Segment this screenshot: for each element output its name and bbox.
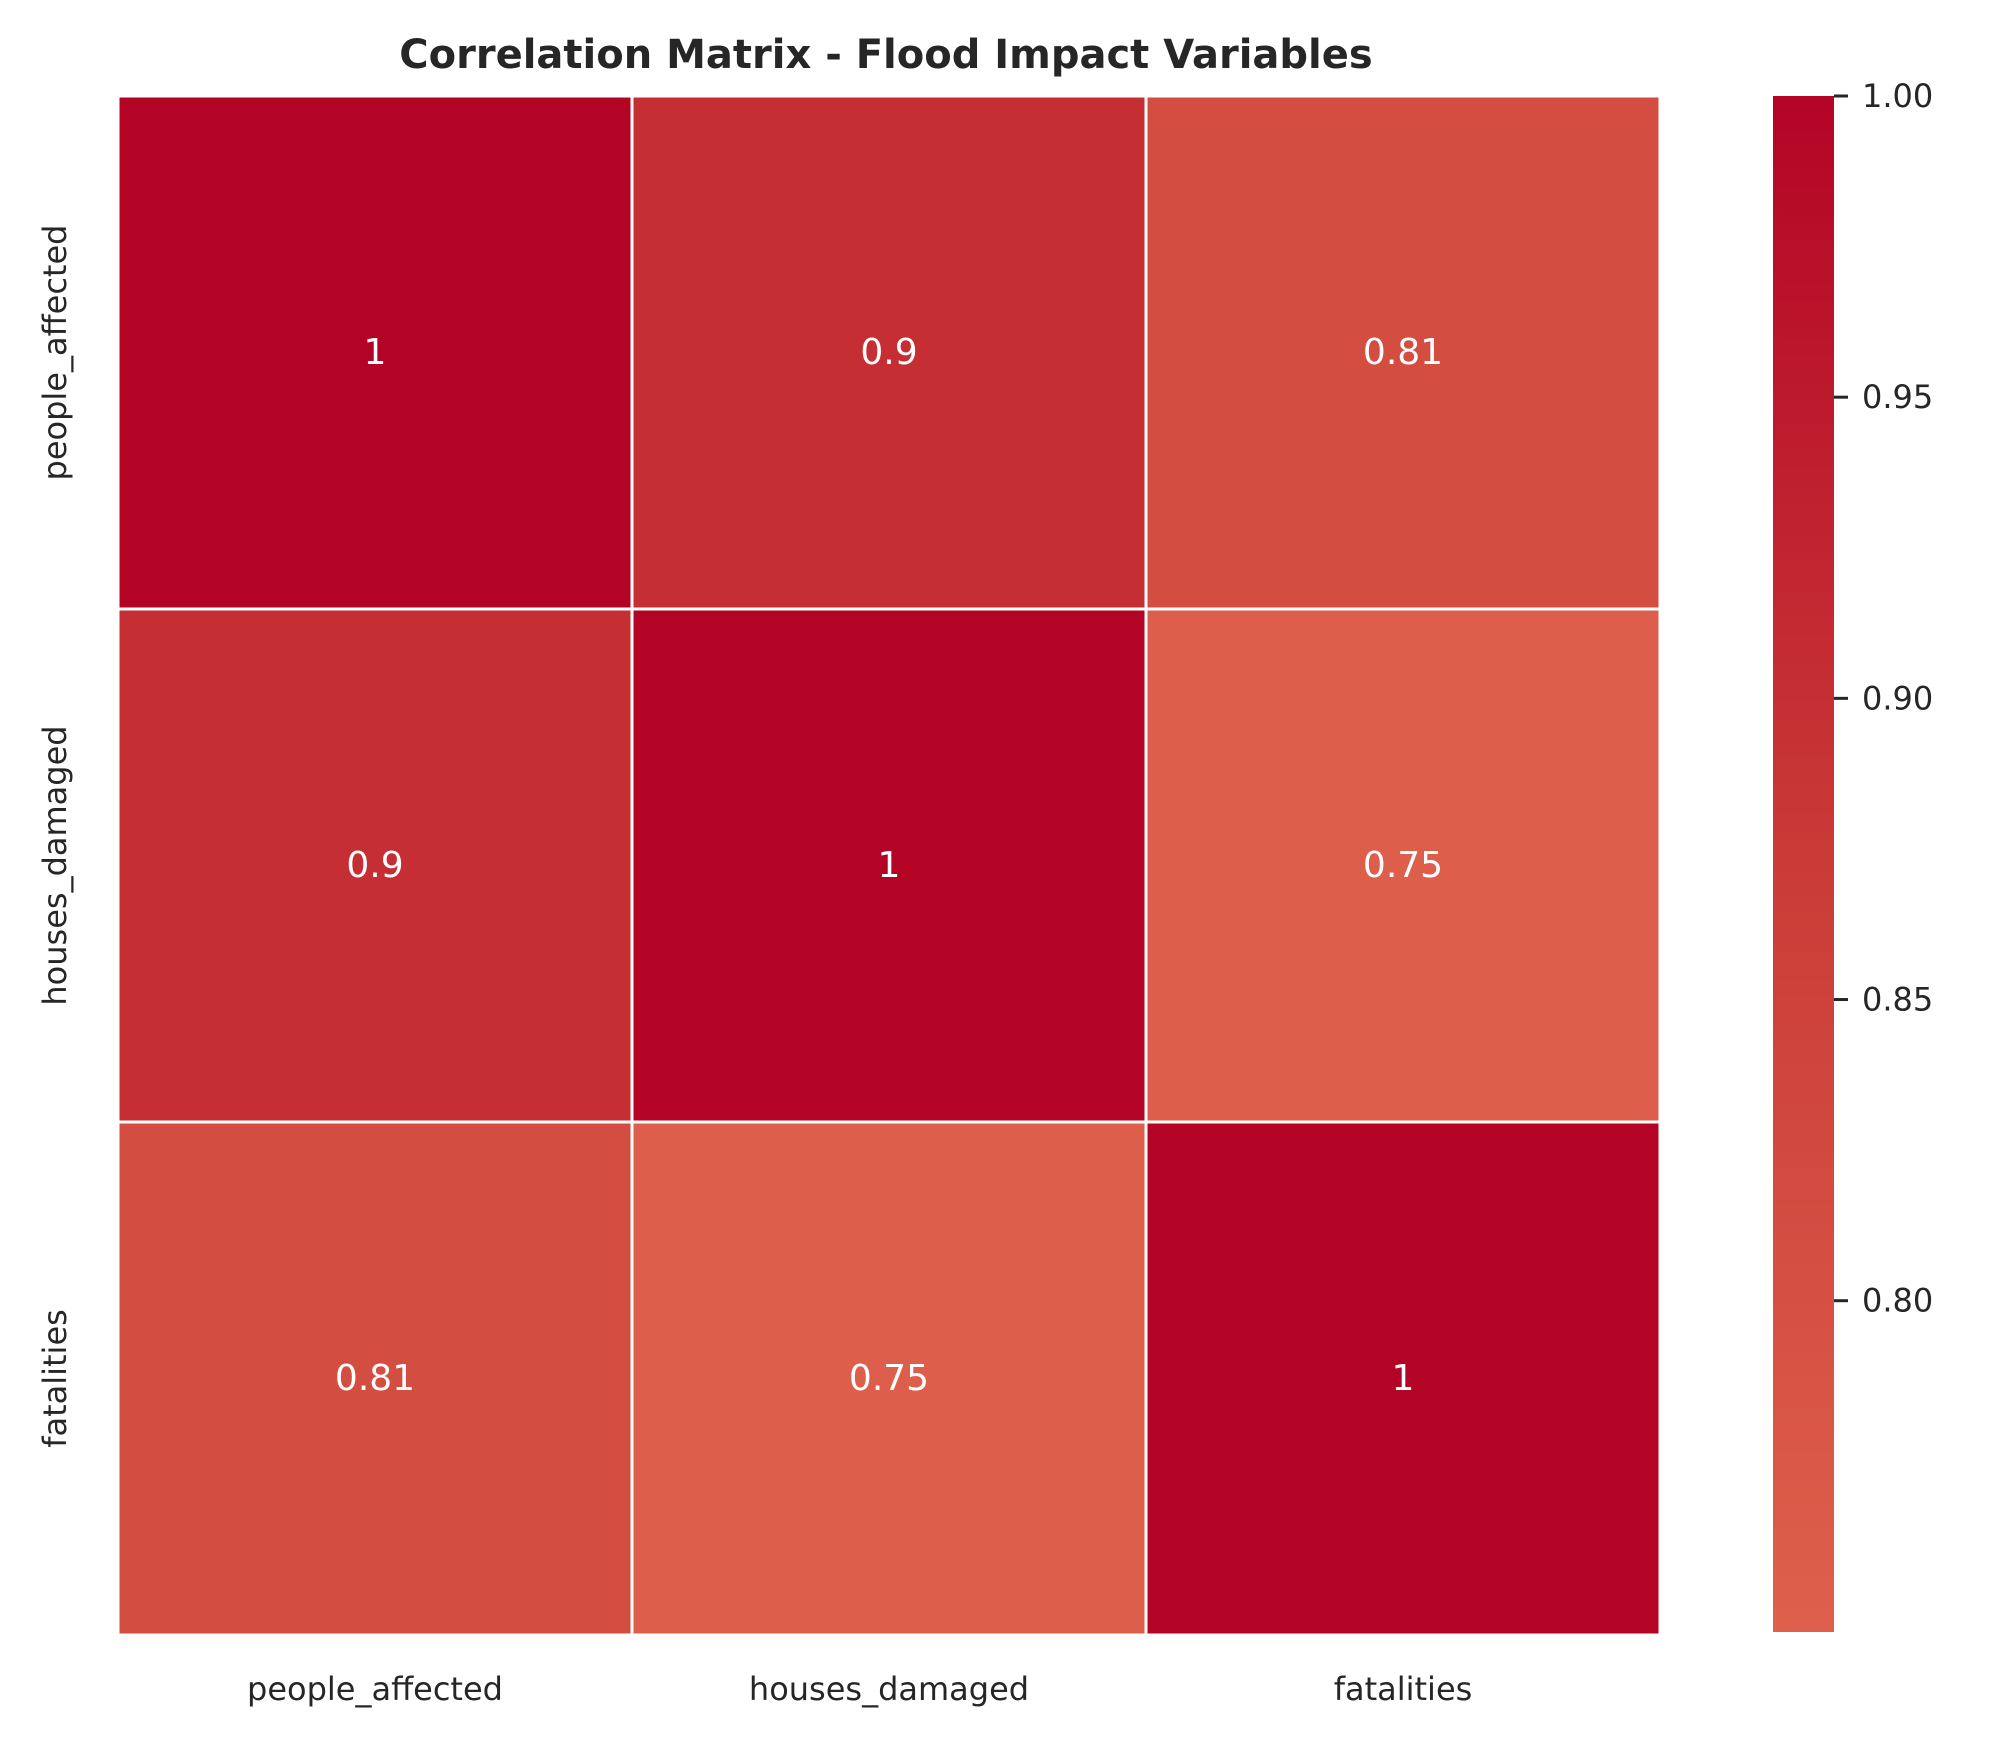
heatmap-cell-0-2	[1144, 94, 1662, 611]
colorbar-tick-label-0: 0.80	[1862, 1282, 1933, 1320]
y-tick-label-1: houses_damaged	[36, 725, 74, 1005]
heatmap-cells	[116, 94, 1662, 1637]
cell-value-label-2-0: 0.81	[335, 1358, 415, 1399]
chart-title: Correlation Matrix - Flood Impact Variab…	[399, 32, 1372, 78]
x-tick-label-2: fatalities	[1334, 1670, 1473, 1708]
colorbar: 0.80 0.85 0.90 0.95 1.00	[1773, 77, 1933, 1632]
heatmap-cell-0-0	[116, 94, 634, 611]
colorbar-tick-label-3: 0.95	[1862, 378, 1933, 416]
cell-value-label-0-2: 0.81	[1363, 332, 1443, 373]
heatmap-cell-2-0	[116, 1120, 634, 1637]
x-tick-label-1: houses_damaged	[749, 1670, 1029, 1708]
heatmap-cell-2-2	[1144, 1120, 1662, 1637]
y-tick-label-2: fatalities	[36, 1309, 74, 1448]
heatmap-cell-2-1	[630, 1120, 1148, 1637]
colorbar-ticks: 0.80 0.85 0.90 0.95 1.00	[1834, 77, 1933, 1320]
y-tick-label-0: people_affected	[36, 225, 74, 481]
heatmap-cell-1-2	[1144, 607, 1662, 1124]
x-tick-label-0: people_affected	[247, 1670, 503, 1708]
x-axis-tick-labels: people_affected houses_damaged fatalities	[247, 1670, 1472, 1708]
colorbar-gradient	[1773, 96, 1834, 1632]
cell-value-label-0-1: 0.9	[860, 332, 917, 373]
cell-value-label-0-0: 1	[364, 332, 387, 373]
colorbar-tick-label-4: 1.00	[1862, 77, 1933, 115]
cell-value-label-1-0: 0.9	[346, 845, 403, 886]
cell-value-label-2-2: 1	[1392, 1358, 1415, 1399]
heatmap-cell-1-1	[630, 607, 1148, 1124]
colorbar-tick-label-2: 0.90	[1862, 679, 1933, 717]
heatmap-cell-labels: 1 0.9 0.81 0.9 1 0.75 0.81 0.75 1	[335, 332, 1443, 1399]
colorbar-tick-label-1: 0.85	[1862, 981, 1933, 1019]
heatmap-cell-1-0	[116, 607, 634, 1124]
cell-value-label-1-1: 1	[878, 845, 901, 886]
heatmap-cell-0-1	[630, 94, 1148, 611]
y-axis-tick-labels: people_affected houses_damaged fatalities	[36, 225, 74, 1448]
cell-value-label-2-1: 0.75	[849, 1358, 929, 1399]
cell-value-label-1-2: 0.75	[1363, 845, 1443, 886]
